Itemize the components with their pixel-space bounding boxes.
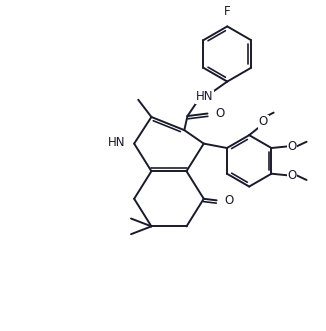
Text: HN: HN (108, 136, 126, 149)
Text: O: O (259, 116, 268, 128)
Text: O: O (215, 107, 224, 120)
Text: O: O (287, 169, 296, 182)
Text: F: F (224, 5, 230, 18)
Text: O: O (224, 194, 233, 207)
Text: HN: HN (196, 90, 214, 103)
Text: O: O (287, 140, 296, 153)
